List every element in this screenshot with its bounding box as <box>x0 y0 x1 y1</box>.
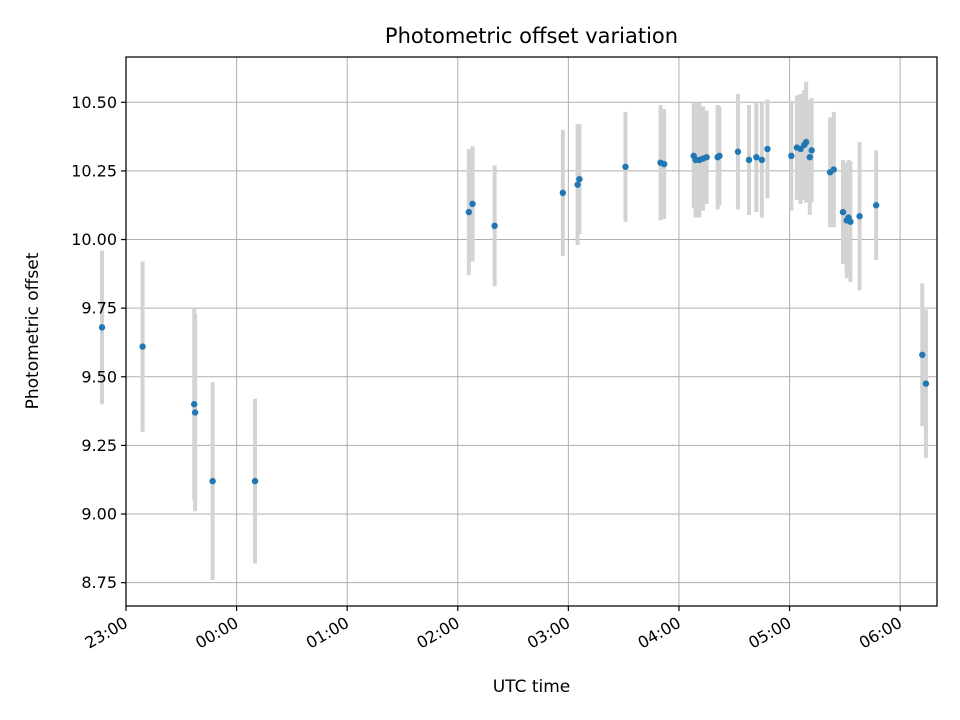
data-point <box>661 160 668 168</box>
data-point <box>559 189 567 197</box>
y-tick-label: 10.50 <box>71 93 117 112</box>
data-point <box>919 351 926 359</box>
data-point <box>745 156 753 164</box>
data-point <box>139 343 146 350</box>
data-point <box>806 153 814 161</box>
data-point <box>491 222 498 230</box>
data-point <box>209 477 216 485</box>
y-tick-label: 9.75 <box>81 299 117 318</box>
data-point <box>251 477 259 485</box>
data-point <box>797 145 804 153</box>
y-tick-label: 10.00 <box>71 230 117 249</box>
points <box>98 138 930 485</box>
data-point <box>576 175 583 183</box>
data-point <box>872 202 880 209</box>
data-point <box>465 208 473 216</box>
data-point <box>574 181 581 188</box>
data-point <box>839 208 847 216</box>
chart-title: Photometric offset variation <box>385 24 678 48</box>
data-point <box>703 153 710 161</box>
y-tick-label: 8.75 <box>81 573 117 592</box>
data-point <box>802 138 810 146</box>
plot-frame <box>125 56 938 607</box>
data-point <box>716 152 723 160</box>
y-axis-title: Photometric offset <box>23 252 43 409</box>
data-point <box>847 218 854 225</box>
data-point <box>622 163 629 170</box>
data-point <box>190 401 198 408</box>
y-tick-label: 9.00 <box>81 505 117 524</box>
data-point <box>788 152 795 160</box>
grid <box>125 57 937 606</box>
data-point <box>830 166 837 173</box>
data-point <box>808 147 815 154</box>
y-tick-label: 10.25 <box>71 161 117 180</box>
data-point <box>758 156 766 164</box>
data-point <box>922 380 930 387</box>
y-tick-label: 9.25 <box>81 436 117 455</box>
data-point <box>856 213 863 220</box>
data-point <box>469 200 476 208</box>
data-point <box>753 153 760 161</box>
data-point <box>764 145 771 153</box>
data-point <box>191 409 199 416</box>
x-axis-title: UTC time <box>493 677 571 697</box>
y-tick-label: 9.50 <box>81 367 117 386</box>
data-point <box>98 324 106 331</box>
data-point <box>734 148 742 155</box>
